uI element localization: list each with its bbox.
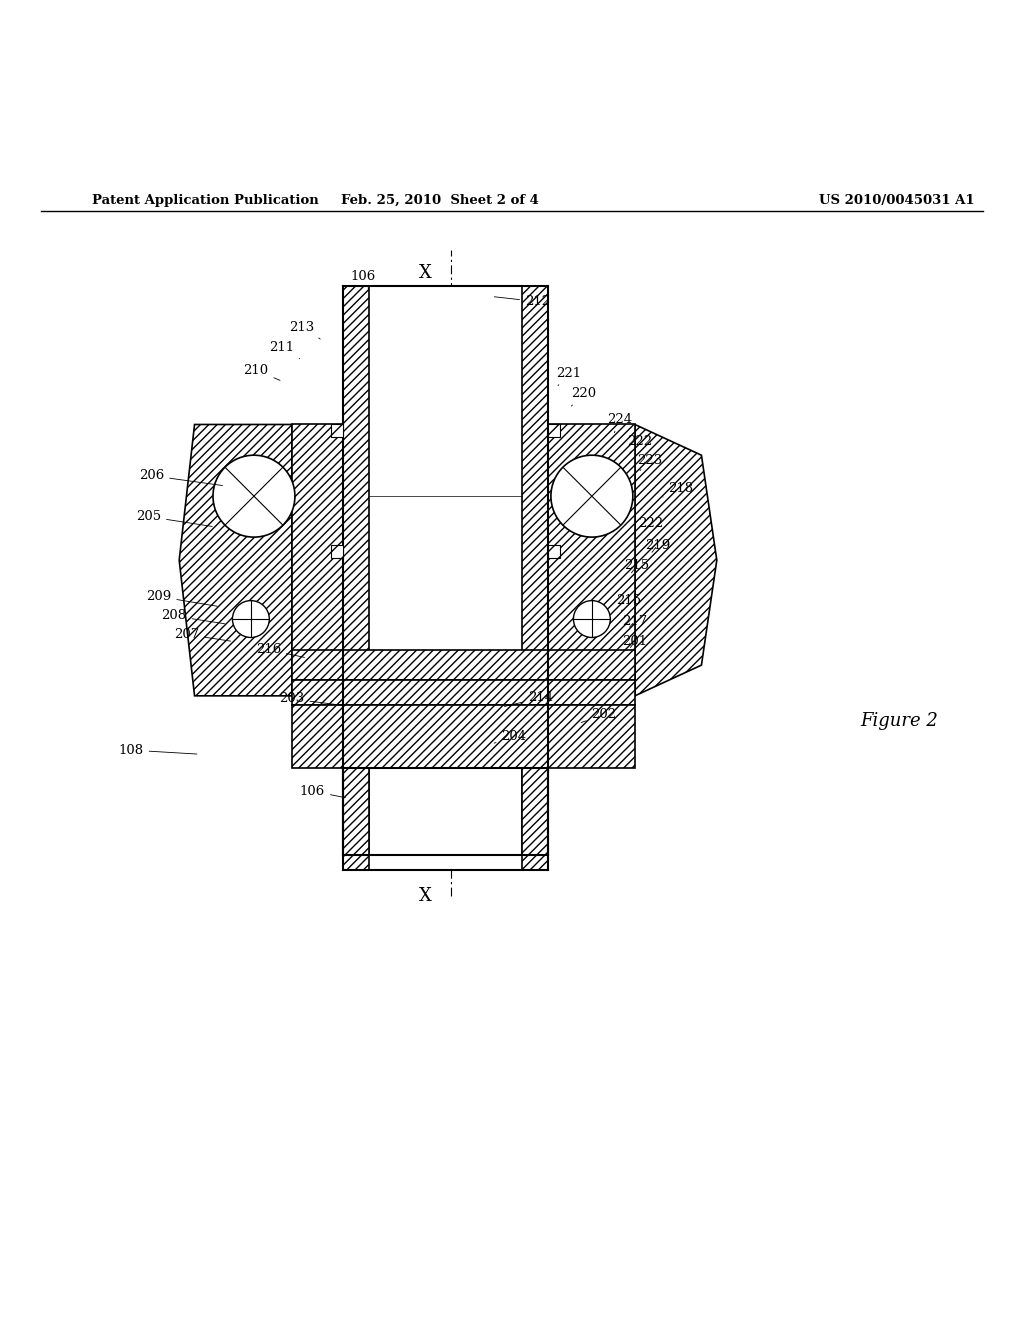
Bar — [292, 425, 343, 696]
Bar — [369, 425, 522, 696]
Text: 217: 217 — [623, 615, 647, 627]
Text: 106: 106 — [351, 269, 376, 289]
Text: X: X — [419, 264, 431, 282]
Text: 218: 218 — [663, 483, 693, 498]
Bar — [343, 767, 369, 854]
Text: 221: 221 — [556, 367, 581, 385]
Text: 204: 204 — [495, 730, 526, 743]
Bar — [292, 705, 635, 767]
Bar — [548, 425, 560, 437]
Text: 215: 215 — [625, 560, 649, 573]
Text: X: X — [419, 887, 431, 904]
Text: 215: 215 — [616, 594, 641, 611]
Text: 206: 206 — [139, 469, 222, 486]
Text: 207: 207 — [174, 628, 230, 642]
Text: 220: 220 — [571, 387, 596, 407]
Text: 219: 219 — [645, 539, 670, 552]
Bar — [292, 681, 635, 705]
Text: US 2010/0045031 A1: US 2010/0045031 A1 — [819, 194, 975, 207]
Text: 205: 205 — [136, 510, 212, 527]
Text: 108: 108 — [119, 743, 197, 756]
Circle shape — [213, 455, 295, 537]
Polygon shape — [635, 425, 717, 696]
Bar — [292, 649, 635, 681]
Text: 208: 208 — [162, 610, 224, 624]
Bar — [522, 286, 548, 870]
Bar — [343, 286, 369, 870]
Text: 209: 209 — [146, 590, 217, 606]
Text: 211: 211 — [269, 341, 300, 359]
Text: 203: 203 — [280, 693, 345, 706]
Text: 224: 224 — [607, 413, 632, 433]
Text: 222: 222 — [628, 436, 652, 453]
Bar — [369, 286, 522, 870]
Text: 202: 202 — [582, 708, 616, 722]
Text: 216: 216 — [256, 643, 304, 657]
Text: 210: 210 — [244, 364, 281, 380]
Bar — [548, 545, 560, 557]
Circle shape — [551, 455, 633, 537]
Text: 213: 213 — [290, 321, 321, 339]
Bar — [331, 425, 343, 437]
Bar — [522, 767, 548, 854]
Circle shape — [232, 601, 269, 638]
Text: Figure 2: Figure 2 — [860, 713, 938, 730]
Text: 212: 212 — [495, 296, 550, 308]
Text: 106: 106 — [300, 784, 345, 797]
Text: Feb. 25, 2010  Sheet 2 of 4: Feb. 25, 2010 Sheet 2 of 4 — [341, 194, 540, 207]
Text: 223: 223 — [638, 454, 663, 470]
Text: 214: 214 — [505, 692, 553, 706]
Text: Patent Application Publication: Patent Application Publication — [92, 194, 318, 207]
Bar — [331, 545, 343, 557]
Text: 201: 201 — [623, 635, 647, 648]
Polygon shape — [179, 425, 292, 696]
Circle shape — [573, 601, 610, 638]
Bar — [548, 425, 635, 696]
Bar — [369, 767, 522, 854]
Text: 222: 222 — [638, 517, 663, 531]
